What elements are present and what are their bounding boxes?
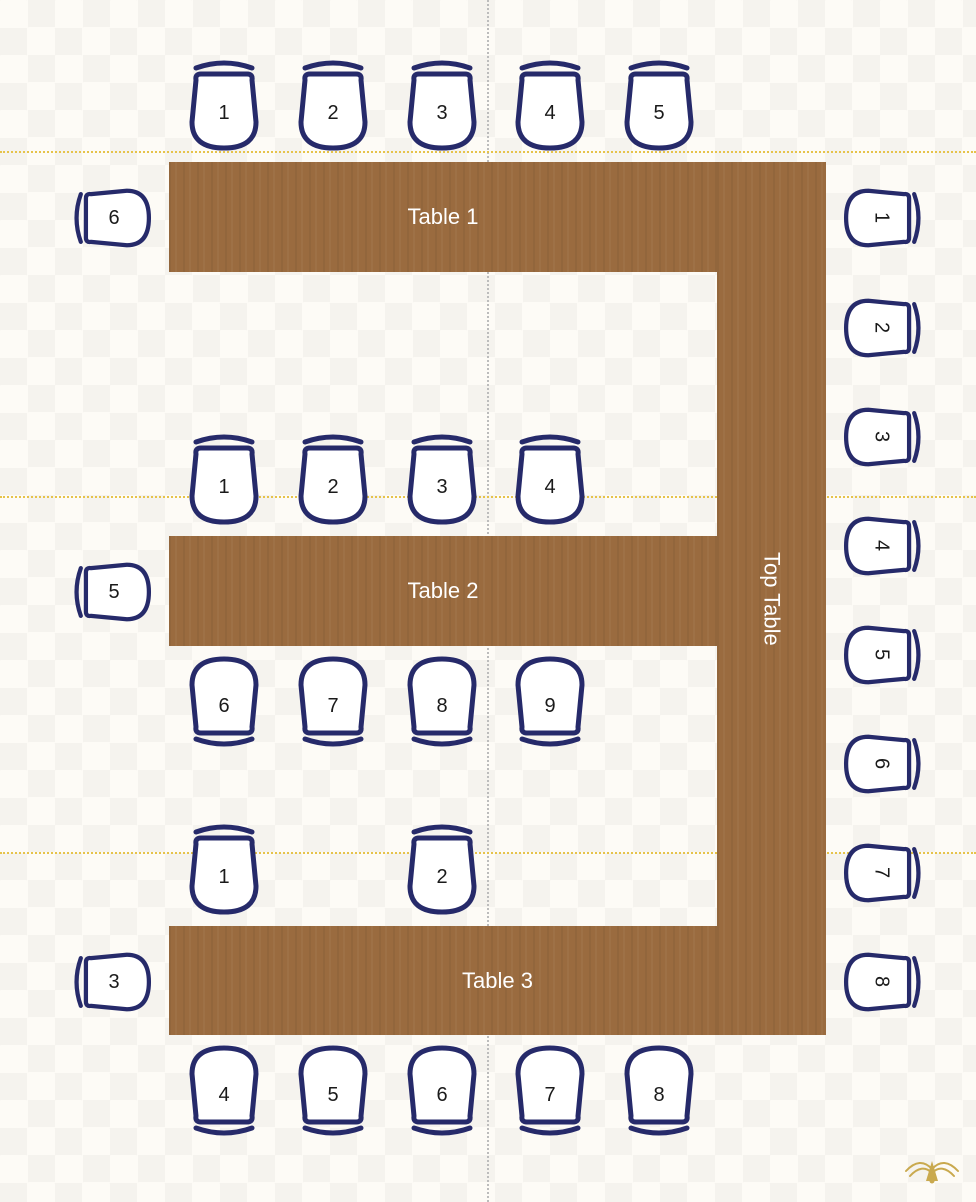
seat-number: 5 — [653, 102, 664, 125]
table-2[interactable]: Table 2 — [169, 536, 717, 646]
seat-top-table-5[interactable]: 5 — [834, 615, 928, 695]
guide-horizontal — [0, 496, 976, 498]
seat-number: 6 — [108, 207, 119, 230]
seat-table-1-6[interactable]: 6 — [67, 178, 161, 258]
guide-horizontal — [0, 852, 976, 854]
seat-top-table-6[interactable]: 6 — [834, 724, 928, 804]
seat-table-3-4[interactable]: 4 — [184, 1042, 264, 1136]
seat-number: 2 — [870, 322, 893, 333]
seat-number: 7 — [870, 867, 893, 878]
seat-table-2-3[interactable]: 3 — [402, 434, 482, 528]
table-1-label: Table 1 — [408, 204, 479, 230]
top-table-label: Top Table — [759, 552, 785, 646]
brand-logo-icon — [900, 1151, 964, 1196]
seat-table-3-3[interactable]: 3 — [67, 942, 161, 1022]
seat-number: 6 — [436, 1084, 447, 1107]
seat-table-3-2[interactable]: 2 — [402, 824, 482, 918]
seating-plan-canvas[interactable]: Table 1 Table 2 Table 3 Top Table 1 2 3 4 5… — [0, 0, 976, 1202]
seat-table-1-4[interactable]: 4 — [510, 60, 590, 154]
seat-table-3-5[interactable]: 5 — [293, 1042, 373, 1136]
seat-number: 7 — [327, 695, 338, 718]
seat-number: 3 — [108, 971, 119, 994]
seat-number: 2 — [327, 476, 338, 499]
seat-number: 6 — [870, 758, 893, 769]
seat-number: 6 — [218, 695, 229, 718]
seat-number: 3 — [436, 102, 447, 125]
seat-number: 9 — [544, 695, 555, 718]
seat-number: 2 — [327, 102, 338, 125]
seat-table-2-6[interactable]: 6 — [184, 653, 264, 747]
guide-horizontal — [0, 151, 976, 153]
seat-number: 1 — [218, 866, 229, 889]
seat-number: 3 — [870, 431, 893, 442]
seat-table-2-5[interactable]: 5 — [67, 552, 161, 632]
seat-table-2-8[interactable]: 8 — [402, 653, 482, 747]
seat-table-2-2[interactable]: 2 — [293, 434, 373, 528]
seat-number: 4 — [218, 1084, 229, 1107]
seat-number: 8 — [653, 1084, 664, 1107]
seat-top-table-7[interactable]: 7 — [834, 833, 928, 913]
seat-number: 5 — [108, 581, 119, 604]
seat-number: 1 — [870, 212, 893, 223]
seat-number: 2 — [436, 866, 447, 889]
table-2-label: Table 2 — [408, 578, 479, 604]
seat-table-3-1[interactable]: 1 — [184, 824, 264, 918]
seat-top-table-2[interactable]: 2 — [834, 288, 928, 368]
seat-top-table-4[interactable]: 4 — [834, 506, 928, 586]
seat-table-2-7[interactable]: 7 — [293, 653, 373, 747]
top-table[interactable]: Top Table — [717, 162, 826, 1035]
seat-number: 5 — [327, 1084, 338, 1107]
seat-table-2-4[interactable]: 4 — [510, 434, 590, 528]
seat-table-1-2[interactable]: 2 — [293, 60, 373, 154]
seat-top-table-3[interactable]: 3 — [834, 397, 928, 477]
seat-number: 1 — [218, 102, 229, 125]
seat-table-3-7[interactable]: 7 — [510, 1042, 590, 1136]
seat-number: 8 — [870, 976, 893, 987]
seat-table-3-6[interactable]: 6 — [402, 1042, 482, 1136]
seat-top-table-1[interactable]: 1 — [834, 178, 928, 258]
seat-table-1-1[interactable]: 1 — [184, 60, 264, 154]
seat-table-2-1[interactable]: 1 — [184, 434, 264, 528]
seat-number: 7 — [544, 1084, 555, 1107]
seat-number: 4 — [544, 476, 555, 499]
seat-number: 4 — [544, 102, 555, 125]
table-1[interactable]: Table 1 — [169, 162, 717, 272]
seat-number: 5 — [870, 649, 893, 660]
seat-number: 4 — [870, 540, 893, 551]
seat-table-1-5[interactable]: 5 — [619, 60, 699, 154]
seat-table-3-8[interactable]: 8 — [619, 1042, 699, 1136]
seat-table-1-3[interactable]: 3 — [402, 60, 482, 154]
seat-table-2-9[interactable]: 9 — [510, 653, 590, 747]
table-3-label: Table 3 — [462, 968, 533, 994]
seat-number: 1 — [218, 476, 229, 499]
seat-number: 8 — [436, 695, 447, 718]
seat-number: 3 — [436, 476, 447, 499]
seat-top-table-8[interactable]: 8 — [834, 942, 928, 1022]
